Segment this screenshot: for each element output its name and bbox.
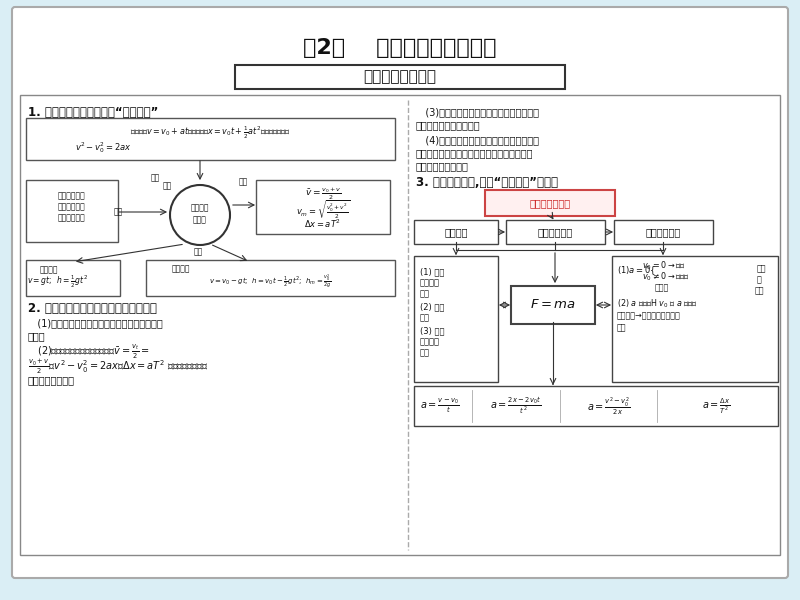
Text: 运动: 运动 <box>617 323 626 332</box>
Text: $a=\frac{\Delta x}{T^2}$: $a=\frac{\Delta x}{T^2}$ <box>702 396 730 416</box>
Text: 自由落体: 自由落体 <box>40 265 58 275</box>
Text: 标系: 标系 <box>420 313 430 323</box>
FancyBboxPatch shape <box>26 180 118 242</box>
Text: 2. 掌握处理匀变速直线运动的四种方法: 2. 掌握处理匀变速直线运动的四种方法 <box>28 301 157 314</box>
FancyBboxPatch shape <box>12 7 788 578</box>
Text: $\Delta x=aT^2$: $\Delta x=aT^2$ <box>305 218 342 230</box>
FancyBboxPatch shape <box>20 95 780 555</box>
FancyBboxPatch shape <box>235 65 565 89</box>
Text: 运动性质分析: 运动性质分析 <box>646 227 681 237</box>
Text: $v_m=\sqrt{\frac{v_0^2+v^2}{2}}$: $v_m=\sqrt{\frac{v_0^2+v^2}{2}}$ <box>296 199 350 221</box>
Text: 零的过程，可认为是初速度为零的反向匀加速: 零的过程，可认为是初速度为零的反向匀加速 <box>416 148 534 158</box>
Text: 初速度为零的: 初速度为零的 <box>58 191 86 200</box>
Text: 特例: 特例 <box>194 247 202 257</box>
Text: ｜整合主干知识｜: ｜整合主干知识｜ <box>363 70 437 85</box>
Text: 匀变速直: 匀变速直 <box>190 203 210 212</box>
Text: 物体所受: 物体所受 <box>420 278 440 287</box>
Text: 第: 第 <box>757 275 762 284</box>
Text: 竖直上抛: 竖直上抛 <box>172 265 190 274</box>
FancyBboxPatch shape <box>414 386 778 426</box>
Text: 推论: 推论 <box>238 178 248 187</box>
Text: 求解。: 求解。 <box>28 331 46 341</box>
Text: 条直线上→物体做匀变速直线: 条直线上→物体做匀变速直线 <box>617 311 681 320</box>
Text: $(1)a=0\{$: $(1)a=0\{$ <box>617 265 656 277</box>
Text: $a=\frac{v-v_0}{t}$: $a=\frac{v-v_0}{t}$ <box>420 397 460 415</box>
Text: 直线运动的逆过程。: 直线运动的逆过程。 <box>416 161 469 171</box>
FancyBboxPatch shape <box>614 220 713 244</box>
FancyBboxPatch shape <box>26 118 395 160</box>
Text: 3. 理清一个网络,破解“力与运动”的关系: 3. 理清一个网络,破解“力与运动”的关系 <box>416 175 558 188</box>
Text: $v_0=0\rightarrow$静止: $v_0=0\rightarrow$静止 <box>642 260 686 272</box>
FancyBboxPatch shape <box>414 220 498 244</box>
FancyBboxPatch shape <box>26 260 120 296</box>
Text: 速度公式$v=v_0+at$；位移公式$x=v_0t+\frac{1}{2}at^2$；速度位移公式: 速度公式$v=v_0+at$；位移公式$x=v_0t+\frac{1}{2}at… <box>130 125 290 141</box>
FancyBboxPatch shape <box>256 180 390 234</box>
Text: (2) $a$ 恒定，H $v_0$ 与 $a$ 在同一: (2) $a$ 恒定，H $v_0$ 与 $a$ 在同一 <box>617 298 698 310</box>
Text: (1) 分析: (1) 分析 <box>420 268 444 277</box>
FancyBboxPatch shape <box>485 190 615 216</box>
Text: 可快速得出答案。: 可快速得出答案。 <box>28 375 75 385</box>
Text: $F=ma$: $F=ma$ <box>530 298 576 311</box>
Text: $v=gt$;  $h=\frac{1}{2}gt^2$: $v=gt$; $h=\frac{1}{2}gt^2$ <box>27 274 89 290</box>
Text: 匀变速直线运: 匀变速直线运 <box>58 202 86 211</box>
Text: $a=\frac{2x-2v_0t}{t^2}$: $a=\frac{2x-2v_0t}{t^2}$ <box>490 395 542 416</box>
Text: (1)公式法：根据题目要求，应用基本公式直接: (1)公式法：根据题目要求，应用基本公式直接 <box>28 318 162 328</box>
Text: 牛顿: 牛顿 <box>757 265 766 274</box>
Text: (2) 建坐: (2) 建坐 <box>420 302 444 311</box>
Text: 定律: 定律 <box>755 286 765 295</box>
Text: 1. 记牢匀变速直线运动的“四类公式”: 1. 记牢匀变速直线运动的“四类公式” <box>28 106 158 118</box>
Text: (3)比例法：根据初速度为零的匀变速直线: (3)比例法：根据初速度为零的匀变速直线 <box>416 107 539 117</box>
Text: $v_0\neq0\rightarrow$匀速直: $v_0\neq0\rightarrow$匀速直 <box>642 271 690 283</box>
Text: 线运动: 线运动 <box>655 283 670 292</box>
FancyBboxPatch shape <box>612 256 778 382</box>
FancyBboxPatch shape <box>414 256 498 382</box>
Text: 各力: 各力 <box>420 289 430 298</box>
Text: 受力分析: 受力分析 <box>444 227 468 237</box>
Text: 线运动: 线运动 <box>193 215 207 224</box>
Circle shape <box>170 185 230 245</box>
FancyBboxPatch shape <box>146 260 395 296</box>
Text: 基本: 基本 <box>150 173 160 182</box>
Text: (2)推论法：如果条件允许，应用$\bar{v}=\frac{v_t}{2}=$: (2)推论法：如果条件允许，应用$\bar{v}=\frac{v_t}{2}=$ <box>28 343 150 361</box>
Text: 公式: 公式 <box>162 181 172 191</box>
Text: 比例: 比例 <box>114 208 122 217</box>
Text: $v^2-v_0^2=2ax$: $v^2-v_0^2=2ax$ <box>75 140 132 155</box>
Text: 整体法或隔离法: 整体法或隔离法 <box>530 198 570 208</box>
FancyBboxPatch shape <box>506 220 605 244</box>
Text: 第2讲    力与物体的直线运动: 第2讲 力与物体的直线运动 <box>303 38 497 58</box>
Text: 运算求合: 运算求合 <box>420 337 440 346</box>
Text: $\frac{v_0+v}{2}$，$v^2-v_0^2=2ax$，$\Delta x=aT^2$ 等推论求解问题，: $\frac{v_0+v}{2}$，$v^2-v_0^2=2ax$，$\Delt… <box>28 358 208 376</box>
Text: 外力: 外力 <box>420 349 430 358</box>
Text: (4)逆向思维法：匀减速直线运动到速度为: (4)逆向思维法：匀减速直线运动到速度为 <box>416 135 539 145</box>
Text: 运动的比例关系式求解。: 运动的比例关系式求解。 <box>416 120 481 130</box>
Text: $\bar{v}=\frac{v_0+v}{2}$: $\bar{v}=\frac{v_0+v}{2}$ <box>305 185 342 202</box>
Text: (3) 矢量: (3) 矢量 <box>420 326 445 335</box>
FancyBboxPatch shape <box>511 286 595 324</box>
Text: $a=\frac{v^2-v_0^2}{2x}$: $a=\frac{v^2-v_0^2}{2x}$ <box>587 395 630 417</box>
Text: 确定研究对象: 确定研究对象 <box>538 227 573 237</box>
Text: $v=v_0-gt$;  $h=v_0t-\frac{1}{2}gt^2$;  $h_m=\frac{v_0^2}{2g}$: $v=v_0-gt$; $h=v_0t-\frac{1}{2}gt^2$; $h… <box>209 272 331 290</box>
Text: 动的比例公式: 动的比例公式 <box>58 214 86 223</box>
